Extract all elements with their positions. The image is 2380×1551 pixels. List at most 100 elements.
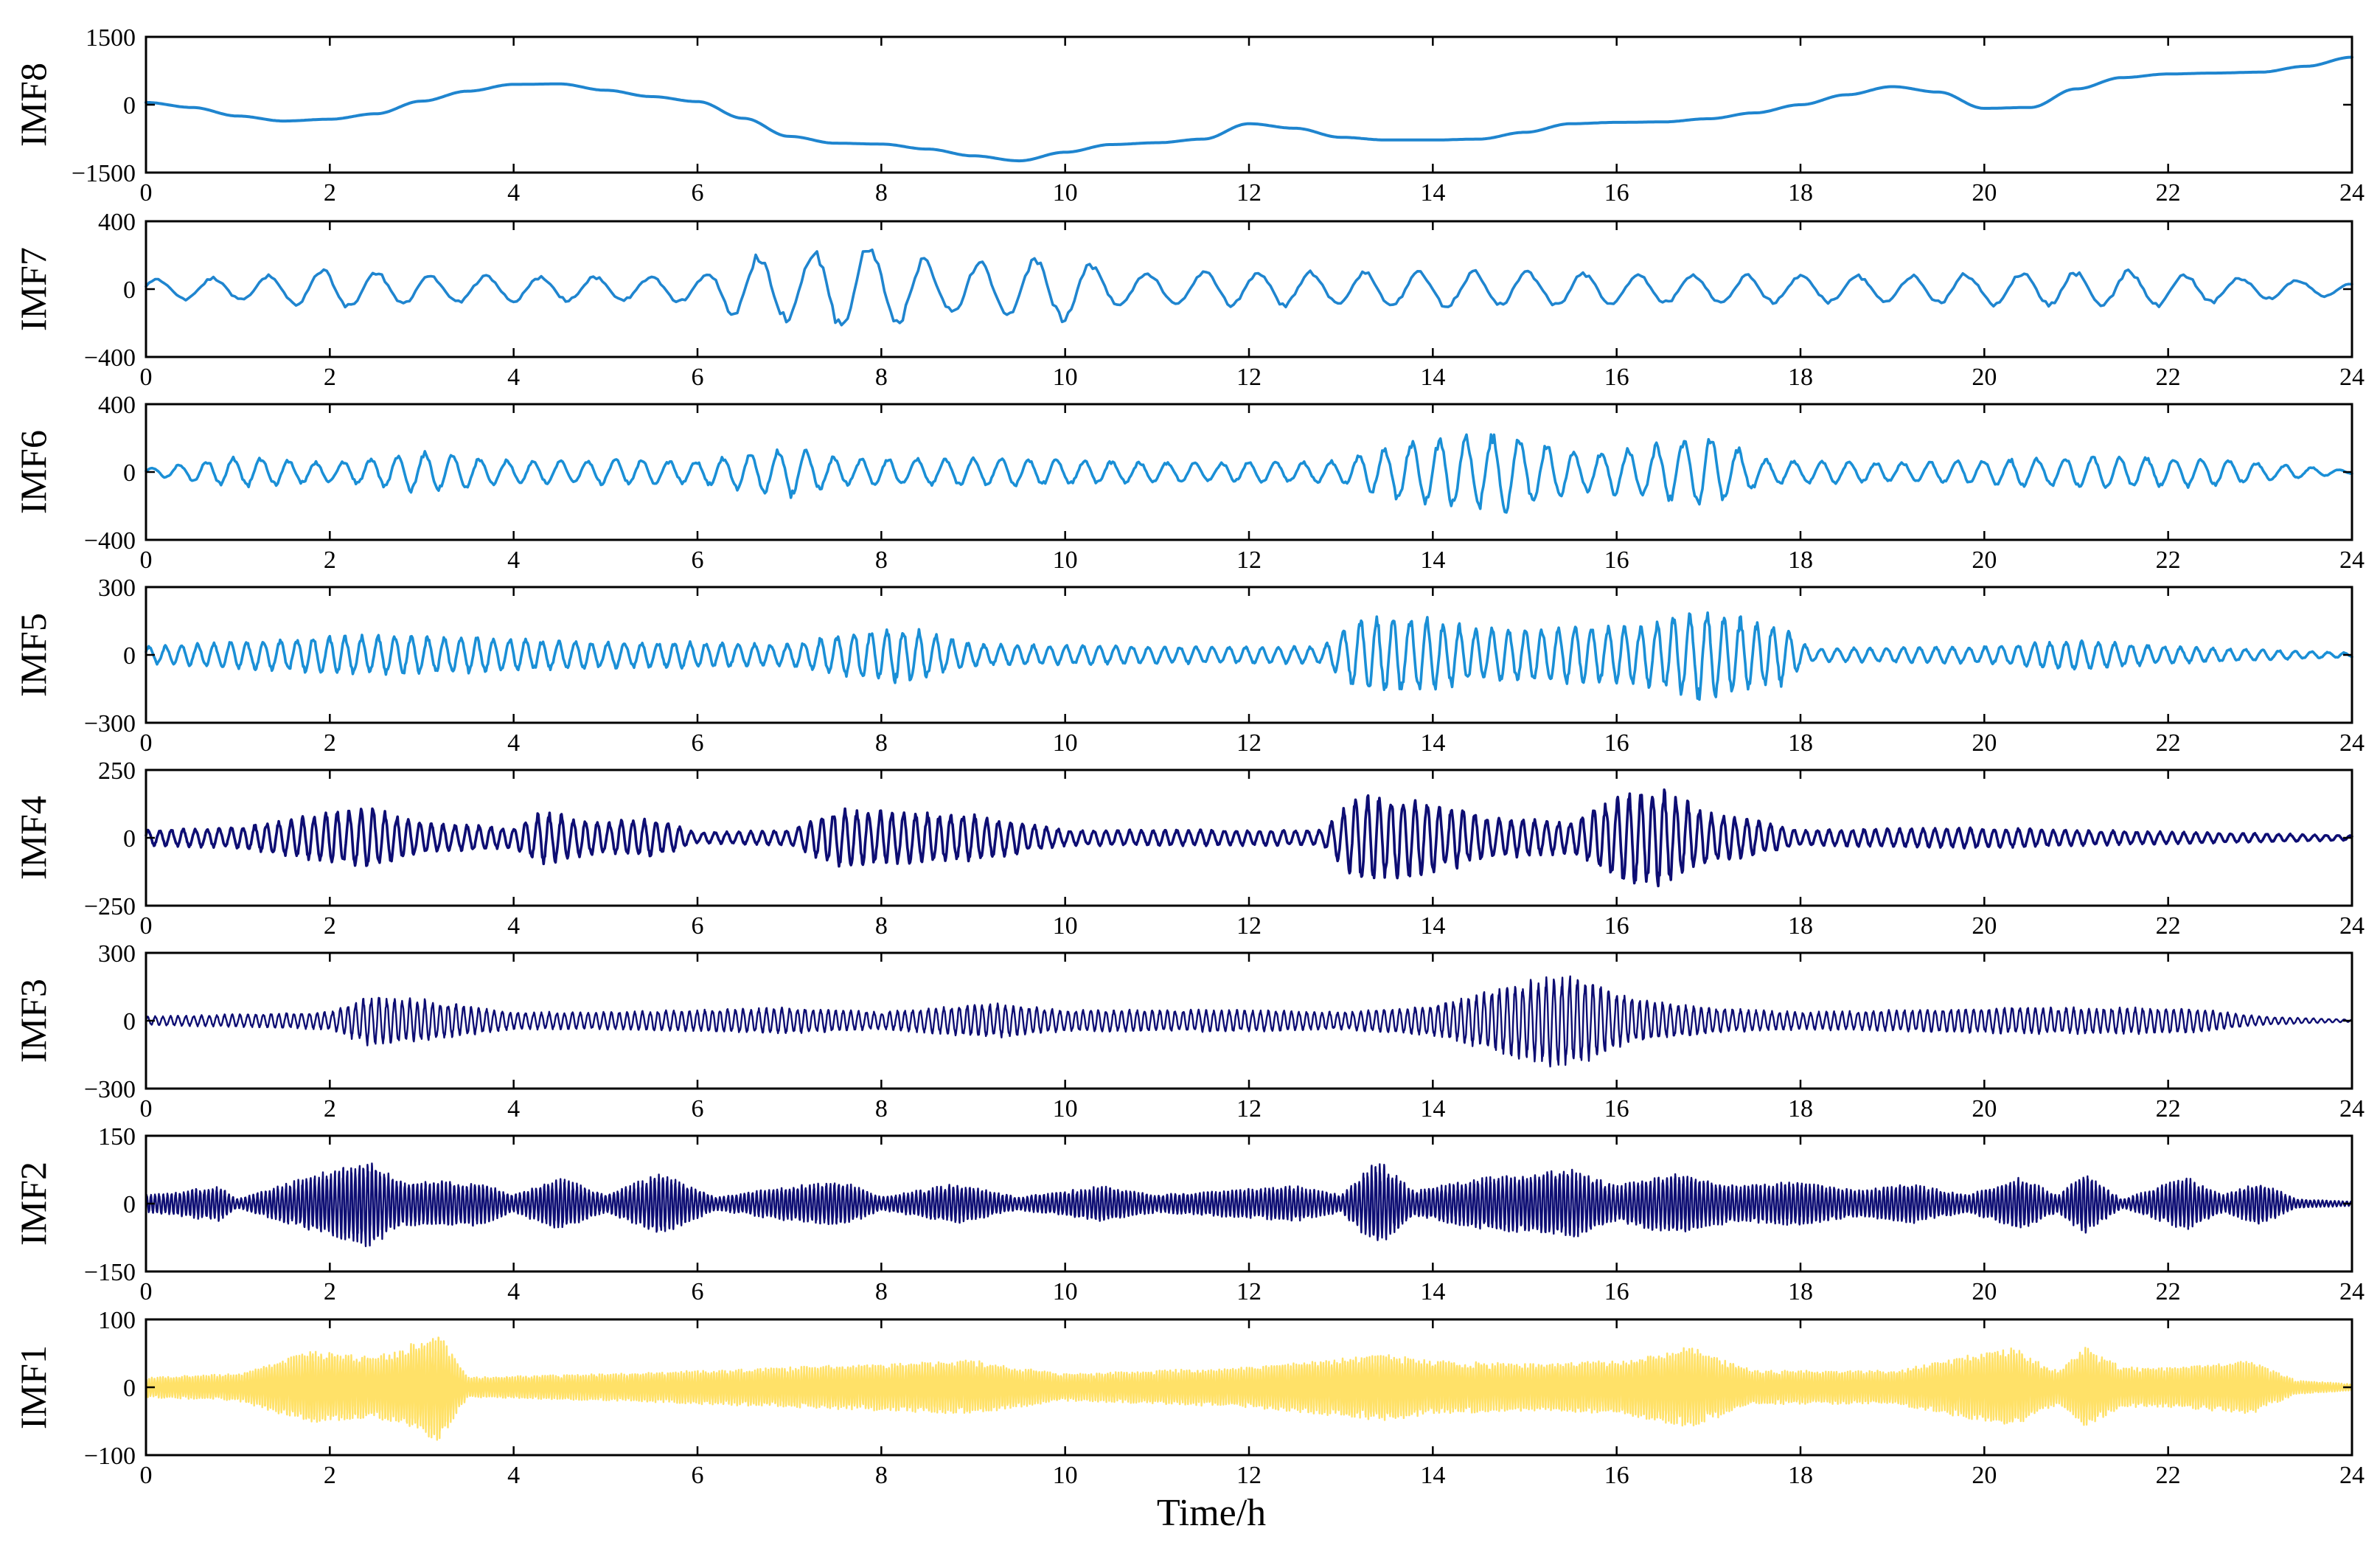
series-line-imf8 — [145, 55, 2353, 163]
y-tick-label: −1500 — [72, 160, 136, 187]
x-tick-label: 6 — [692, 912, 704, 940]
x-tick-label: 14 — [1420, 364, 1445, 391]
x-tick-label: 4 — [507, 179, 520, 207]
x-tick-label: 20 — [1972, 179, 1997, 207]
series-line-imf2 — [145, 1162, 2353, 1247]
x-tick-label: 8 — [875, 179, 888, 207]
series-line-imf6 — [145, 433, 2353, 514]
x-tick-label: 10 — [1053, 1462, 1078, 1489]
y-tick-label: 300 — [98, 575, 136, 602]
x-tick-label: 6 — [692, 547, 704, 574]
y-tick-label: −150 — [84, 1259, 136, 1286]
series-line-imf3 — [145, 975, 2353, 1068]
panel-label-imf4: IMF4 — [13, 796, 54, 880]
x-tick-label: 22 — [2156, 1095, 2181, 1123]
x-tick-label: 20 — [1972, 547, 1997, 574]
x-tick-label: 12 — [1236, 179, 1262, 207]
x-tick-label: 6 — [692, 1462, 704, 1489]
y-tick-label: −100 — [84, 1443, 136, 1470]
x-tick-label: 20 — [1972, 1462, 1997, 1489]
x-tick-label: 10 — [1053, 1095, 1078, 1123]
x-tick-label: 16 — [1604, 1462, 1629, 1489]
x-tick-label: 14 — [1420, 729, 1445, 757]
x-tick-label: 4 — [507, 364, 520, 391]
series-line-imf7 — [145, 248, 2353, 327]
y-tick-label: 0 — [123, 1375, 136, 1402]
x-tick-label: 4 — [507, 1462, 520, 1489]
x-tick-label: 12 — [1236, 1462, 1262, 1489]
x-tick-label: 24 — [2339, 1095, 2365, 1123]
y-tick-label: 0 — [123, 459, 136, 487]
x-tick-label: 10 — [1053, 547, 1078, 574]
x-tick-label: 24 — [2339, 364, 2365, 391]
y-tick-label: 400 — [98, 209, 136, 236]
x-tick-label: 20 — [1972, 1278, 1997, 1305]
x-tick-label: 20 — [1972, 912, 1997, 940]
x-tick-label: 18 — [1788, 1278, 1813, 1305]
x-tick-label: 10 — [1053, 364, 1078, 391]
x-tick-label: 24 — [2339, 179, 2365, 207]
x-tick-label: 14 — [1420, 912, 1445, 940]
x-tick-label: 12 — [1236, 1278, 1262, 1305]
x-tick-label: 20 — [1972, 1095, 1997, 1123]
panel-label-imf2: IMF2 — [13, 1162, 54, 1246]
x-tick-label: 24 — [2339, 1278, 2365, 1305]
x-tick-label: 6 — [692, 1278, 704, 1305]
x-tick-label: 2 — [324, 1278, 336, 1305]
x-tick-label: 12 — [1236, 547, 1262, 574]
x-tick-label: 10 — [1053, 1278, 1078, 1305]
x-tick-label: 18 — [1788, 912, 1813, 940]
x-tick-label: 12 — [1236, 912, 1262, 940]
x-tick-label: 2 — [324, 912, 336, 940]
series-line-imf5 — [145, 611, 2353, 701]
x-tick-label: 16 — [1604, 547, 1629, 574]
x-tick-label: 18 — [1788, 364, 1813, 391]
y-tick-label: 0 — [123, 1191, 136, 1218]
x-tick-label: 18 — [1788, 1462, 1813, 1489]
y-tick-label: 300 — [98, 940, 136, 968]
x-tick-label: 14 — [1420, 1095, 1445, 1123]
y-tick-label: 100 — [98, 1307, 136, 1334]
panel-label-imf6: IMF6 — [13, 430, 54, 514]
x-tick-label: 8 — [875, 1095, 888, 1123]
x-tick-label: 12 — [1236, 364, 1262, 391]
x-tick-label: 10 — [1053, 179, 1078, 207]
x-tick-label: 18 — [1788, 1095, 1813, 1123]
x-tick-label: 24 — [2339, 912, 2365, 940]
x-tick-label: 16 — [1604, 179, 1629, 207]
x-tick-label: 22 — [2156, 364, 2181, 391]
x-tick-label: 4 — [507, 912, 520, 940]
x-tick-label: 2 — [324, 179, 336, 207]
x-tick-label: 8 — [875, 729, 888, 757]
x-tick-label: 8 — [875, 547, 888, 574]
x-tick-label: 2 — [324, 1095, 336, 1123]
x-tick-label: 24 — [2339, 547, 2365, 574]
panel-label-imf3: IMF3 — [13, 979, 54, 1063]
x-tick-label: 10 — [1053, 912, 1078, 940]
x-tick-label: 18 — [1788, 179, 1813, 207]
x-tick-label: 16 — [1604, 364, 1629, 391]
x-tick-label: 22 — [2156, 729, 2181, 757]
x-tick-label: 0 — [140, 1095, 153, 1123]
x-tick-label: 22 — [2156, 1278, 2181, 1305]
x-tick-label: 0 — [140, 912, 153, 940]
x-tick-label: 12 — [1236, 729, 1262, 757]
x-tick-label: 12 — [1236, 1095, 1262, 1123]
x-tick-label: 0 — [140, 179, 153, 207]
x-tick-label: 14 — [1420, 1462, 1445, 1489]
x-tick-label: 0 — [140, 1278, 153, 1305]
x-tick-label: 22 — [2156, 912, 2181, 940]
x-tick-label: 0 — [140, 1462, 153, 1489]
x-tick-label: 16 — [1604, 1095, 1629, 1123]
y-tick-label: 0 — [123, 92, 136, 119]
y-tick-label: 1500 — [86, 24, 136, 52]
x-tick-label: 10 — [1053, 729, 1078, 757]
y-tick-label: −400 — [84, 527, 136, 555]
